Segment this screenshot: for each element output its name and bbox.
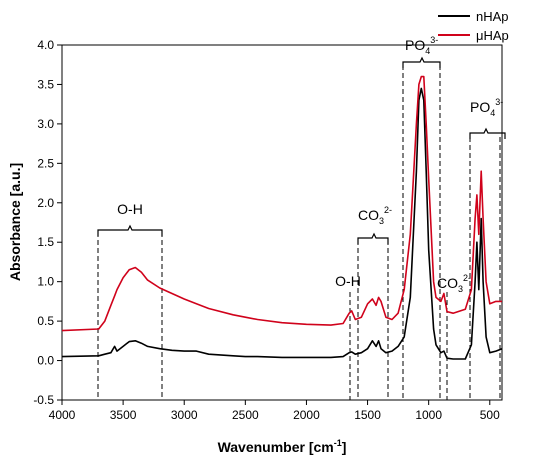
y-tick-label: 0.5 — [37, 314, 54, 328]
x-tick-label: 3000 — [171, 408, 198, 422]
x-axis-label: Wavenumber [cm — [218, 439, 334, 455]
annotation: CO32- — [358, 205, 392, 226]
series-line — [61, 87, 503, 360]
legend-label: μHAp — [476, 28, 509, 43]
brace — [357, 232, 389, 244]
x-tick-label: 4000 — [49, 408, 76, 422]
brace — [469, 127, 506, 139]
y-tick-label: 4.0 — [37, 38, 54, 52]
x-tick-label: 3500 — [110, 408, 137, 422]
legend-label: nHAp — [476, 9, 509, 24]
y-axis-label: Absorbance [a.u.] — [7, 163, 23, 281]
y-tick-label: 2.5 — [37, 156, 54, 170]
annotation: PO — [470, 99, 490, 115]
annotation: CO — [437, 275, 458, 291]
x-tick-label: 1000 — [415, 408, 442, 422]
annotation-sub: 3 — [458, 284, 463, 294]
annotation: O-H — [335, 273, 361, 289]
x-tick-label: 1500 — [354, 408, 381, 422]
guide-line — [97, 65, 501, 400]
annotation-sup: 2- — [463, 273, 471, 283]
series-line — [61, 75, 502, 332]
x-tick-label: 500 — [480, 408, 500, 422]
annotation: CO — [358, 207, 379, 223]
y-tick-label: -0.5 — [33, 393, 54, 407]
x-axis-label-sup: -1 — [334, 438, 342, 448]
annotation: O-H — [117, 201, 143, 217]
annotation: CO32- — [437, 273, 471, 294]
annotation-sub: 4 — [425, 46, 430, 56]
x-tick-label: 2000 — [293, 408, 320, 422]
brace — [97, 224, 163, 236]
x-tick-label: 2500 — [232, 408, 259, 422]
x-axis-label: ] — [342, 439, 347, 455]
annotation-sub: 3 — [379, 216, 384, 226]
annotation-sub: 4 — [490, 108, 495, 118]
y-tick-label: 0.0 — [37, 354, 54, 368]
annotation-sup: 3- — [495, 97, 503, 107]
y-tick-label: 3.5 — [37, 77, 54, 91]
annotations: O-H CO32- O-H PO43- CO32- PO43- — [97, 35, 506, 400]
x-axis-label: Wavenumber [cm-1] — [218, 438, 347, 455]
annotation-sup: 3- — [430, 35, 438, 45]
y-tick-label: 1.0 — [37, 275, 54, 289]
y-tick-label: 2.0 — [37, 196, 54, 210]
plot-frame — [61, 44, 503, 401]
brace — [402, 56, 441, 68]
annotation-sup: 2- — [384, 205, 392, 215]
annotation: PO43- — [470, 97, 503, 118]
y-tick-label: 3.0 — [37, 117, 54, 131]
y-tick-label: 1.5 — [37, 235, 54, 249]
